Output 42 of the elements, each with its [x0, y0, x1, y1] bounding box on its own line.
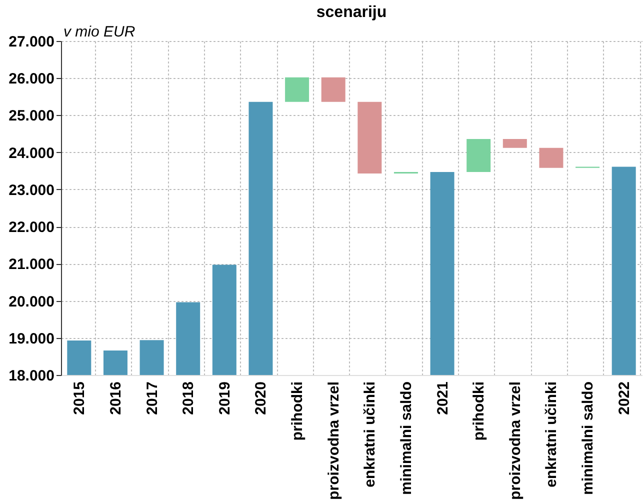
- x-tick-label: proizvodna vrzel: [325, 382, 342, 500]
- x-tick-label: 2019: [216, 382, 234, 415]
- bar: [285, 77, 310, 102]
- x-tick-label: 2021: [434, 382, 452, 415]
- y-tick-label: 27.000: [8, 34, 54, 50]
- x-tick-label: minimalni saldo: [580, 382, 597, 495]
- y-tick-label: 22.000: [8, 219, 54, 236]
- bar: [502, 138, 527, 148]
- y-tick-label: 20.000: [8, 293, 54, 310]
- bar: [248, 102, 273, 375]
- y-tick-label: 21.000: [8, 256, 54, 274]
- bar: [358, 102, 382, 174]
- bar: [539, 148, 564, 168]
- x-tick-label: 2018: [180, 382, 198, 415]
- x-tick-label: prihodki: [289, 382, 306, 441]
- x-tick-label: minimalni saldo: [398, 382, 415, 495]
- x-tick-label: enkratni učinki: [362, 382, 379, 488]
- x-tick-label: 2020: [252, 382, 270, 415]
- y-tick-label: 25.000: [8, 108, 54, 125]
- x-tick-label: enkratni učinki: [543, 382, 560, 488]
- y-axis-title: v mio EUR: [64, 24, 136, 40]
- x-tick-label: 2016: [107, 382, 124, 415]
- bar: [321, 77, 346, 102]
- x-tick-label: 2015: [71, 382, 88, 415]
- chart-title: scenariju: [316, 4, 387, 21]
- bar: [430, 172, 454, 375]
- x-tick-label: 2022: [616, 382, 633, 415]
- bar: [176, 302, 200, 375]
- bar: [466, 138, 491, 172]
- bar: [103, 350, 128, 375]
- y-tick-label: 18.000: [8, 368, 54, 384]
- y-tick-label: 19.000: [8, 330, 54, 348]
- x-tick-label: proizvodna vrzel: [506, 382, 524, 500]
- bar: [612, 166, 636, 375]
- y-tick-label: 26.000: [8, 70, 54, 88]
- bar: [67, 340, 92, 375]
- x-tick-label: 2017: [144, 382, 161, 415]
- y-tick-label: 23.000: [8, 182, 54, 199]
- bar: [212, 264, 236, 375]
- y-tick-label: 24.000: [8, 144, 54, 162]
- x-tick-label: prihodki: [470, 382, 488, 441]
- bar: [140, 340, 164, 375]
